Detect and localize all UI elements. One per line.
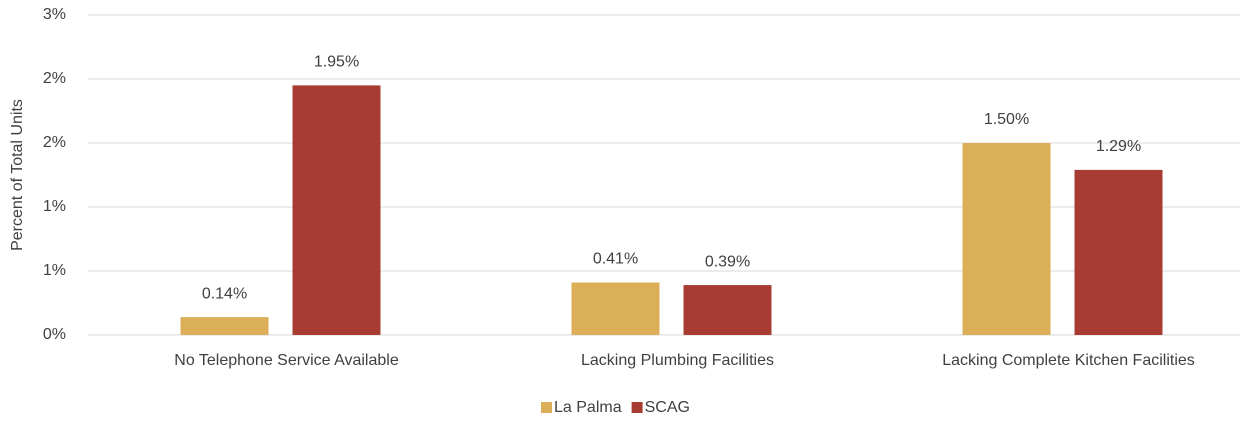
- y-tick-label: 1%: [43, 198, 66, 215]
- bar: [683, 285, 772, 335]
- x-tick-label: Lacking Complete Kitchen Facilities: [942, 352, 1195, 369]
- data-label: 1.29%: [1096, 138, 1141, 155]
- data-label: 1.50%: [984, 111, 1029, 128]
- y-tick-label: 3%: [43, 6, 66, 23]
- y-axis-title: Percent of Total Units: [9, 99, 26, 251]
- data-label: 1.95%: [314, 54, 359, 71]
- bar: [292, 85, 381, 336]
- legend-swatch: [631, 402, 643, 413]
- bar: [1074, 169, 1163, 335]
- bar: [962, 143, 1051, 335]
- data-label: 0.39%: [705, 253, 750, 270]
- y-tick-label: 2%: [43, 134, 66, 151]
- y-tick-label: 1%: [43, 262, 66, 279]
- x-tick-label: No Telephone Service Available: [174, 352, 399, 369]
- data-label: 0.14%: [202, 285, 247, 302]
- bar: [571, 282, 660, 335]
- legend-label: La Palma: [554, 399, 622, 416]
- legend-label: SCAG: [645, 399, 690, 416]
- y-tick-label: 0%: [43, 326, 66, 343]
- data-label: 0.41%: [593, 251, 638, 268]
- legend-swatch: [541, 402, 552, 413]
- y-tick-label: 2%: [43, 70, 66, 87]
- bar: [180, 317, 269, 335]
- x-tick-label: Lacking Plumbing Facilities: [581, 352, 774, 369]
